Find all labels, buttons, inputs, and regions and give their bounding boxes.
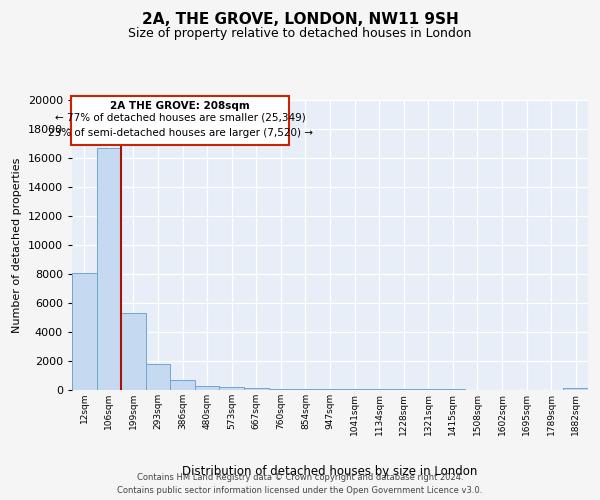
Bar <box>220 387 244 390</box>
Bar <box>170 380 195 390</box>
Text: 2A THE GROVE: 208sqm: 2A THE GROVE: 208sqm <box>110 101 250 111</box>
Bar <box>318 389 342 390</box>
Text: ← 77% of detached houses are smaller (25,349): ← 77% of detached houses are smaller (25… <box>55 113 305 123</box>
Text: Size of property relative to detached houses in London: Size of property relative to detached ho… <box>128 28 472 40</box>
Bar <box>269 388 293 390</box>
Text: 23% of semi-detached houses are larger (7,520) →: 23% of semi-detached houses are larger (… <box>47 128 313 138</box>
Text: Contains HM Land Registry data © Crown copyright and database right 2024.
Contai: Contains HM Land Registry data © Crown c… <box>118 474 482 495</box>
Bar <box>121 313 146 390</box>
Text: Distribution of detached houses by size in London: Distribution of detached houses by size … <box>182 464 478 477</box>
Bar <box>97 148 121 390</box>
Bar <box>563 388 588 390</box>
Bar <box>195 386 220 390</box>
Bar <box>146 364 170 390</box>
Y-axis label: Number of detached properties: Number of detached properties <box>12 158 22 332</box>
Bar <box>293 389 318 390</box>
Bar <box>244 388 269 390</box>
Bar <box>72 272 97 390</box>
Bar <box>342 389 367 390</box>
Text: 2A, THE GROVE, LONDON, NW11 9SH: 2A, THE GROVE, LONDON, NW11 9SH <box>142 12 458 28</box>
